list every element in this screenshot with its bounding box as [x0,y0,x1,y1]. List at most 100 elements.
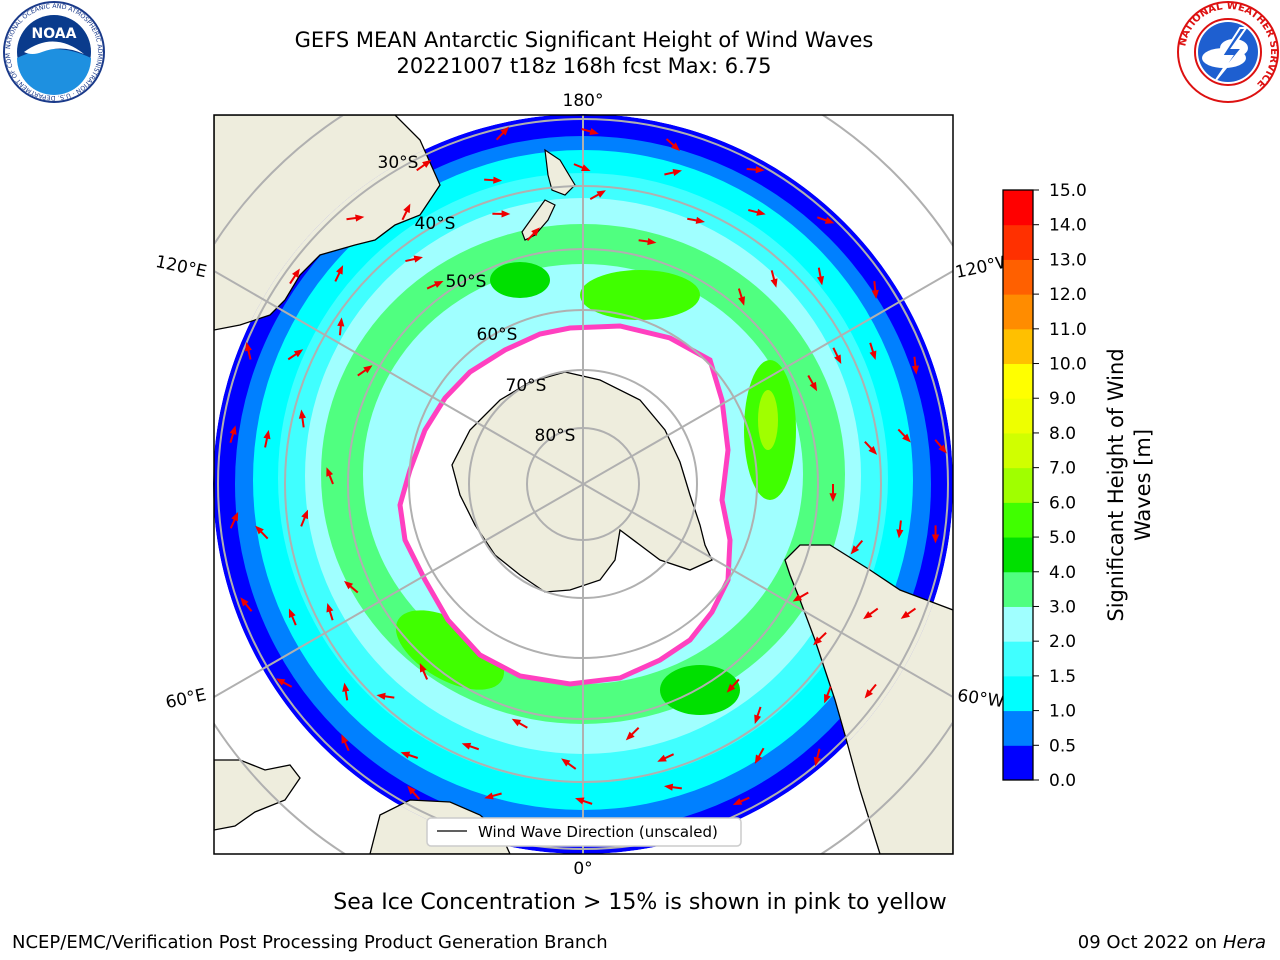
colorbar-tick-label: 0.0 [1049,771,1076,791]
wave-arrow-head [754,714,762,724]
nws-logo: NATIONAL WEATHER SERVICE [1177,1,1279,103]
africa-land [214,759,301,831]
colorbar-segment [1003,675,1033,712]
lon-label-60e: 60°E [164,685,208,713]
lat-label-50s: 50°S [446,272,487,292]
wave-arrow-head [902,433,911,443]
wave-arrow-head [355,214,365,222]
wave-arrow-head [596,190,606,198]
wave-arrow-head [244,341,252,352]
colorbar-segment [1003,432,1033,469]
lon-label-180: 180° [563,91,604,111]
wave-arrow-head [407,785,416,795]
wave-arrow-head [754,754,763,764]
wave-arrow-head [824,216,835,224]
noaa-logo-text: NOAA [32,26,77,42]
wave-arrow-head [732,798,743,805]
wave-arrow-head [255,525,264,535]
wave-arrow-head [301,509,308,520]
lon-label-120e: 120°E [154,252,209,282]
colorbar-tick-label: 11.0 [1049,320,1087,340]
wave-arrow-head [229,425,237,435]
lat-label-70s: 70°S [506,376,547,396]
colorbar-tick-label: 1.0 [1049,702,1076,722]
colorbar-segment [1003,710,1033,746]
colorbar-segment [1003,259,1033,295]
wave-arrow-head [770,278,778,288]
colorbar-segment [1003,745,1033,781]
map-frame [213,114,954,855]
colorbar-segment [1003,571,1033,607]
wave-arrow-head [869,350,877,361]
lon-label-0: 0° [573,859,592,879]
wave-arrow-head [863,611,873,620]
colorbar-segment [1003,537,1033,573]
wave-arrow-head [824,693,831,704]
colorbar-tick-label: 1.5 [1049,667,1076,687]
colorbar-segment [1003,502,1033,538]
colorbar-tick-label: 15.0 [1049,181,1087,201]
colorbar-tick-label: 9.0 [1049,389,1076,409]
wave-arrow-head [900,610,910,619]
wave-arrow-head [341,734,349,744]
wave-arrow-head [403,203,411,214]
noaa-logo: NATIONAL OCEANIC AND ATMOSPHERIC ADMINIS… [2,0,105,103]
colorbar-tick-label: 8.0 [1049,424,1076,444]
wave-arrow-head [263,429,271,440]
wave-arrow-head [344,580,354,590]
wave-arrow-head [670,142,680,151]
colorbar-tick-label: 4.0 [1049,563,1076,583]
wave-arrow-head [240,597,249,607]
wave-arrow-head [813,636,822,646]
credit-line: NCEP/EMC/Verification Post Processing Pr… [12,932,608,953]
colorbar-segment [1003,190,1033,226]
wave-arrow-head [657,754,667,762]
wave-arrow-head [575,797,585,805]
colorbar-label-line1: Significant Height of Wind [1104,348,1128,621]
wave-arrow-head [376,692,386,700]
map-legend: Wind Wave Direction (unscaled) [426,817,742,847]
wave-arrow-head [275,678,286,686]
colorbar-segment [1003,606,1033,642]
wave-arrow-head [589,128,599,135]
lon-label-60w: 60°W [956,686,1005,712]
wave-arrow-head [422,159,432,168]
wave-arrow-head [813,756,821,767]
colorbar-tick-label: 14.0 [1049,216,1087,236]
wave-arrow-head [738,296,746,306]
colorbar-segment [1003,641,1033,677]
wave-arrow-head [868,445,878,455]
chart-subtitle: 20221007 t18z 168h fcst Max: 6.75 [396,54,772,78]
wave-arrow-head [938,444,947,454]
wave-arrow-head [531,227,540,237]
colorbar-tick-label: 0.5 [1049,736,1076,756]
colorbar-tick-label: 3.0 [1049,597,1076,617]
wave-arrow-head [413,255,423,263]
wave-arrow-head [501,210,511,218]
wave-arrow-head [726,683,736,693]
wave-arrow-head [511,718,522,727]
wave-arrow-head [663,783,674,791]
wave-arrow-head [672,168,682,177]
colorbar-segment [1003,398,1033,434]
wave-arrow-head [326,467,334,477]
legend-label: Wind Wave Direction (unscaled) [478,823,718,841]
wave-arrow-head [755,166,765,174]
timestamp-machine: Hera [1222,932,1266,953]
wave-arrow-head [625,731,635,741]
colorbar-segment [1003,224,1033,260]
wave-arrow-head [871,289,879,300]
lat-label-60s: 60°S [477,325,518,345]
wind-wave-arrows [229,126,947,845]
wave-arrow-head [647,237,657,246]
wave-arrow-head [400,751,411,759]
colorbar-segment [1003,363,1033,399]
colorbar-tick-label: 12.0 [1049,285,1087,305]
lat-label-30s: 30°S [378,153,419,173]
lat-label-40s: 40°S [415,214,456,234]
colorbar-tick-label: 10.0 [1049,355,1087,375]
graticule [214,115,953,854]
wave-arrow-head [363,365,373,374]
wave-arrow-head [756,208,766,216]
colorbar-segment [1003,294,1033,330]
